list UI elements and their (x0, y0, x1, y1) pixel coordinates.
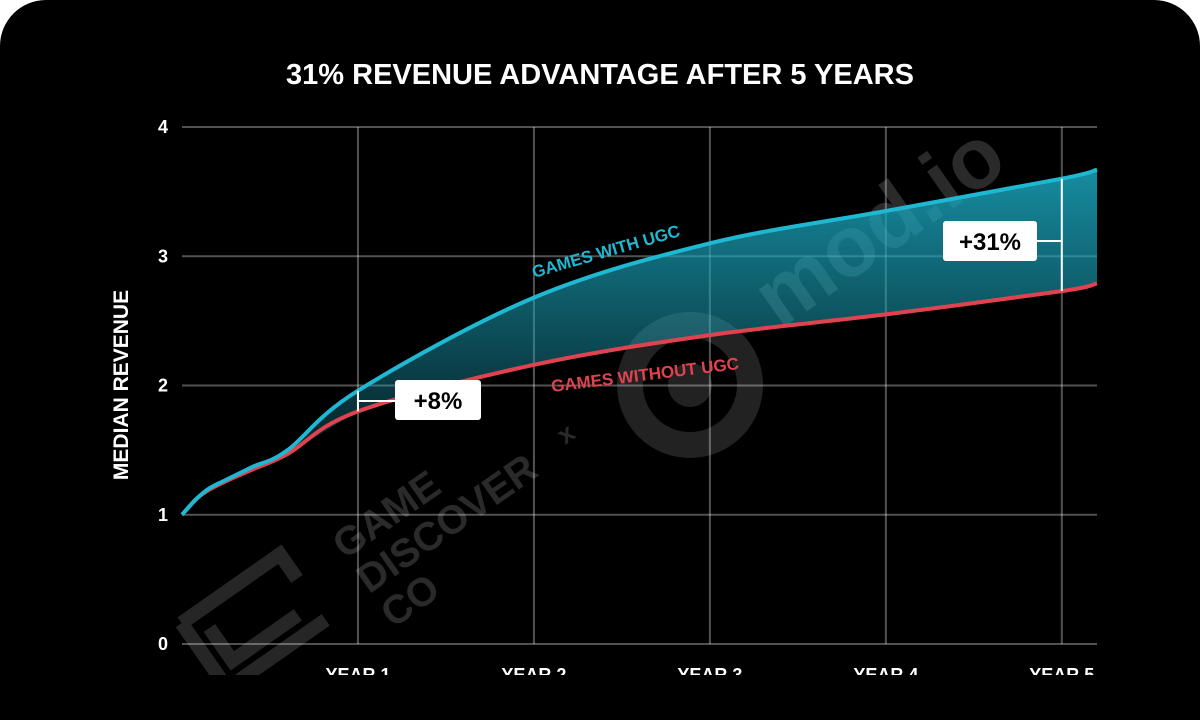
callout-box-year5 (943, 221, 1037, 261)
callouts: +8% +31% (356, 178, 1063, 420)
y-tick-label: 0 (158, 634, 168, 654)
y-tick-labels: 0 1 2 3 4 (158, 117, 168, 654)
gap-area (182, 169, 1097, 515)
callout-label-year5: +31% (959, 229, 1021, 256)
y-tick-label: 1 (158, 505, 168, 525)
game-discover-co-logo-icon (175, 544, 330, 675)
watermark-separator: x (551, 417, 580, 450)
callout-label-year1: +8% (414, 388, 463, 415)
chart-title: 31% REVENUE ADVANTAGE AFTER 5 YEARS (286, 59, 914, 91)
line-chart: GAME DISCOVER CO x mod.io 31% REVENUE AD… (110, 59, 1098, 675)
y-tick-label: 3 (158, 246, 168, 266)
gap-fill (182, 169, 1097, 515)
x-tick-label: YEAR 3 (677, 665, 742, 675)
y-tick-label: 4 (158, 117, 168, 137)
watermark: GAME DISCOVER CO x mod.io (175, 105, 1022, 675)
x-tick-label: YEAR 5 (1029, 665, 1094, 675)
x-tick-label: YEAR 1 (325, 665, 390, 675)
callout-box-year1 (395, 380, 481, 420)
y-tick-label: 2 (158, 376, 168, 396)
x-tick-labels: YEAR 1 YEAR 2 YEAR 3 YEAR 4 YEAR 5 (325, 665, 1094, 675)
x-tick-label: YEAR 2 (501, 665, 566, 675)
x-tick-label: YEAR 4 (853, 665, 918, 675)
series-line-with-ugc (180, 167, 1098, 517)
y-axis-label: MEDIAN REVENUE (110, 290, 133, 480)
